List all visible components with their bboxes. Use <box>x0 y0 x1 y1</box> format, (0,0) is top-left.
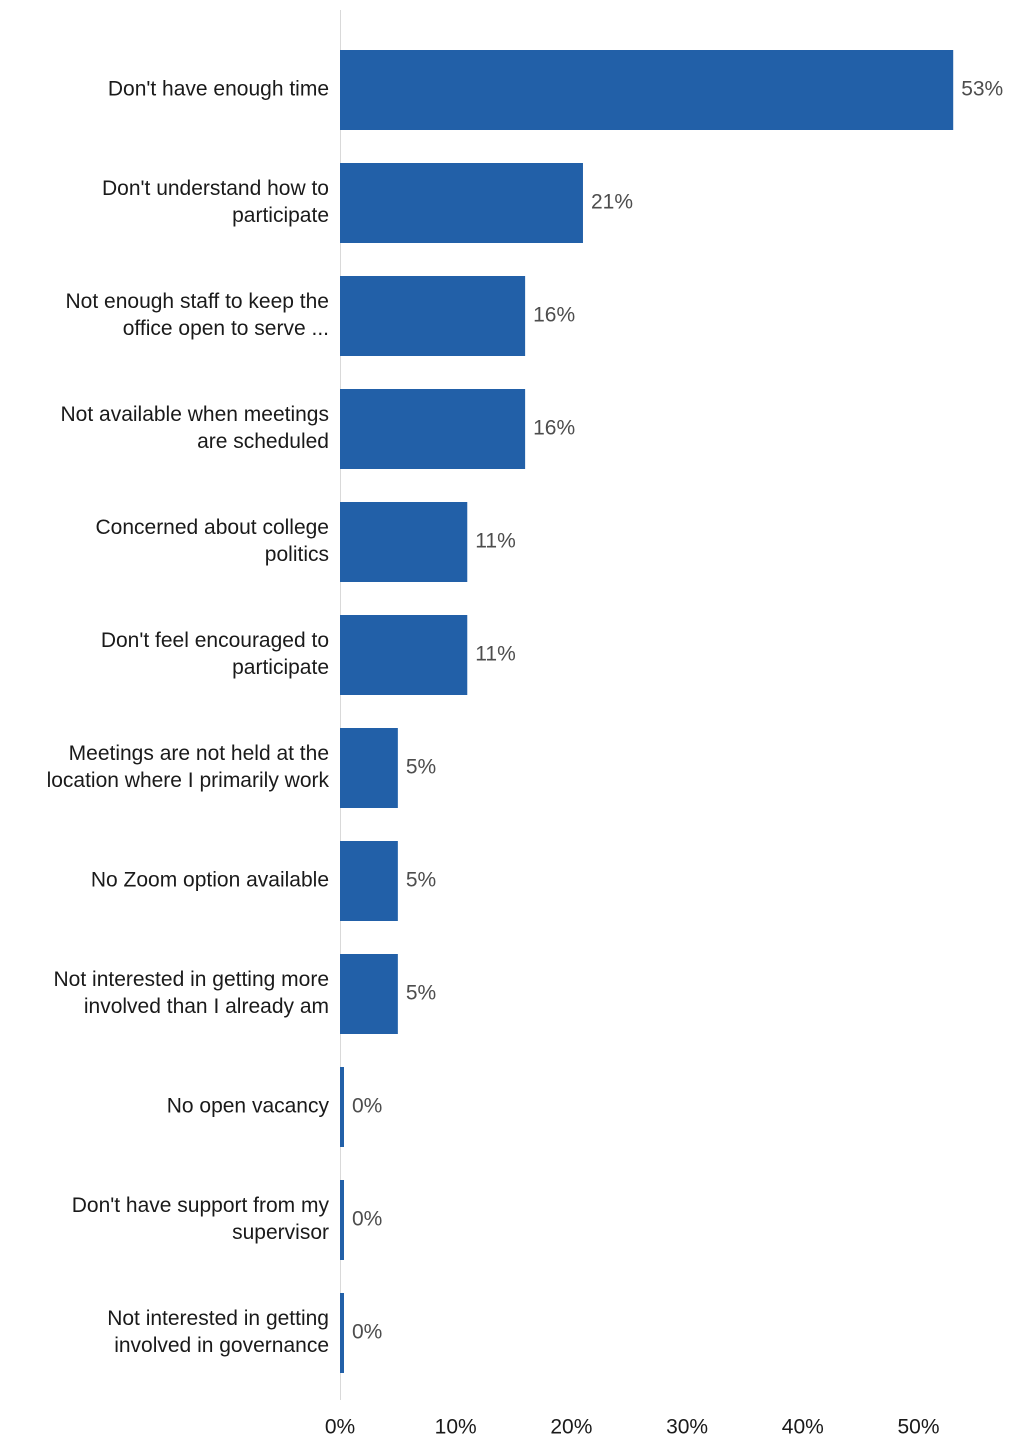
category-label: Not interested in getting more involved t… <box>54 968 329 1018</box>
category-label-line: politics <box>265 543 329 566</box>
category-label-line: Don't understand how to <box>102 177 329 200</box>
x-tick-label: 50% <box>897 1416 939 1439</box>
category-label-line: are scheduled <box>197 430 329 453</box>
category-label: Meetings are not held at the location whe… <box>47 742 330 792</box>
value-label: 11% <box>475 643 515 666</box>
bar <box>340 841 398 921</box>
category-label: Concerned about college politics <box>95 516 329 566</box>
value-label: 16% <box>533 417 575 440</box>
category-label-line: Don't have enough time <box>108 78 329 101</box>
category-label-line: involved in governance <box>114 1334 329 1357</box>
value-label: 0% <box>352 1095 382 1118</box>
category-label: Not available when meetings are scheduled <box>61 403 330 453</box>
x-tick-label: 40% <box>782 1416 824 1439</box>
category-label: Don't understand how to participate <box>102 177 329 227</box>
category-label-line: Don't have support from my <box>72 1194 330 1217</box>
category-label-line: Not available when meetings <box>61 403 330 426</box>
category-label: Not interested in getting involved in gov… <box>107 1307 329 1357</box>
value-label: 11% <box>475 530 515 553</box>
bar <box>340 615 468 695</box>
category-label-line: Not interested in getting more <box>54 968 329 991</box>
category-label-line: office open to serve ... <box>123 317 329 340</box>
category-label-line: No open vacancy <box>167 1095 330 1118</box>
category-label-line: involved than I already am <box>84 995 329 1018</box>
value-labels-group: 53% 21% 16% 16% 11% 11% 5% 5% 5% 0% 0% 0% <box>352 78 1003 1344</box>
bar <box>340 389 526 469</box>
category-label: Don't have support from my supervisor <box>72 1194 330 1244</box>
x-axis-ticks-group: 0% 10% 20% 30% 40% 50% <box>325 1416 940 1439</box>
x-tick-label: 0% <box>325 1416 355 1439</box>
category-label-line: supervisor <box>232 1221 329 1244</box>
x-tick-label: 20% <box>550 1416 592 1439</box>
category-label: Don't have enough time <box>108 78 329 101</box>
value-label: 5% <box>406 756 436 779</box>
bar <box>340 1293 344 1373</box>
category-label-line: Meetings are not held at the <box>69 742 329 765</box>
bar <box>340 1180 344 1260</box>
category-label-line: Concerned about college <box>95 516 329 539</box>
category-labels-group: Don't have enough time Don't understand h… <box>47 78 330 1358</box>
category-label-line: No Zoom option available <box>91 869 329 892</box>
category-label-line: Not enough staff to keep the <box>66 290 329 313</box>
value-label: 0% <box>352 1208 382 1231</box>
category-label-line: participate <box>232 656 329 679</box>
x-tick-label: 30% <box>666 1416 708 1439</box>
bars-group <box>340 50 954 1373</box>
bar <box>340 163 583 243</box>
value-label: 21% <box>591 191 633 214</box>
bar <box>340 502 468 582</box>
bar <box>340 1067 344 1147</box>
category-label-line: Not interested in getting <box>107 1307 329 1330</box>
category-label-line: participate <box>232 204 329 227</box>
bar <box>340 954 398 1034</box>
category-label-line: Don't feel encouraged to <box>101 629 329 652</box>
category-label: No open vacancy <box>167 1095 330 1118</box>
value-label: 16% <box>533 304 575 327</box>
value-label: 5% <box>406 869 436 892</box>
category-label: No Zoom option available <box>91 869 329 892</box>
bar <box>340 276 526 356</box>
bar <box>340 50 954 130</box>
value-label: 0% <box>352 1321 382 1344</box>
bar <box>340 728 398 808</box>
category-label: Don't feel encouraged to participate <box>101 629 329 679</box>
value-label: 53% <box>961 78 1003 101</box>
category-label: Not enough staff to keep the office open … <box>66 290 329 340</box>
value-label: 5% <box>406 982 436 1005</box>
x-tick-label: 10% <box>435 1416 477 1439</box>
category-label-line: location where I primarily work <box>47 769 330 792</box>
